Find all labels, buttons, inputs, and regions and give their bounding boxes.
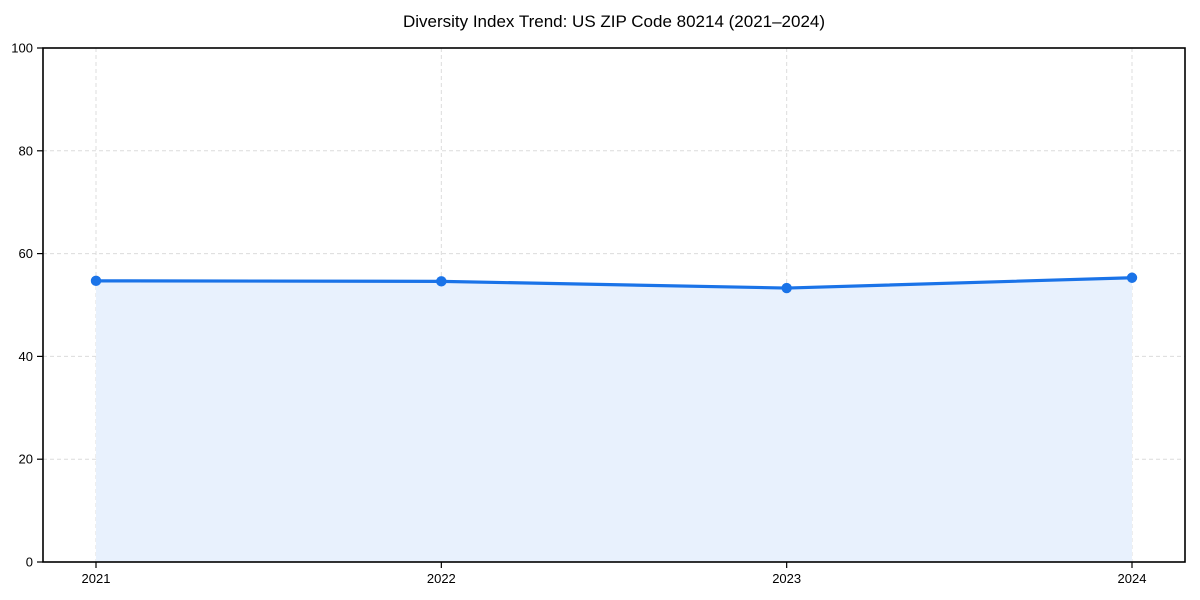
plot-frame — [42, 47, 1186, 563]
chart-title: Diversity Index Trend: US ZIP Code 80214… — [402, 12, 826, 31]
data-point-marker — [90, 275, 102, 287]
y-axis-tick-label: 0 — [26, 555, 33, 570]
trend-line — [94, 276, 1134, 290]
x-axis-tick-label: 2024 — [1118, 571, 1147, 586]
y-axis-tick-label: 20 — [19, 452, 33, 467]
y-axis-tick-label: 60 — [19, 246, 33, 261]
x-axis-tick-label: 2022 — [427, 571, 456, 586]
x-axis-tick-label: 2021 — [82, 571, 111, 586]
data-point-marker — [1126, 272, 1138, 283]
data-point-marker — [781, 282, 792, 294]
x-axis-tick-label: 2023 — [772, 571, 801, 586]
area-fill — [96, 277, 1132, 562]
y-axis-tick-label: 80 — [19, 143, 33, 158]
y-axis-tick-label: 40 — [19, 349, 33, 364]
y-axis-tick-label: 100 — [11, 41, 33, 56]
data-point-marker — [436, 276, 447, 287]
